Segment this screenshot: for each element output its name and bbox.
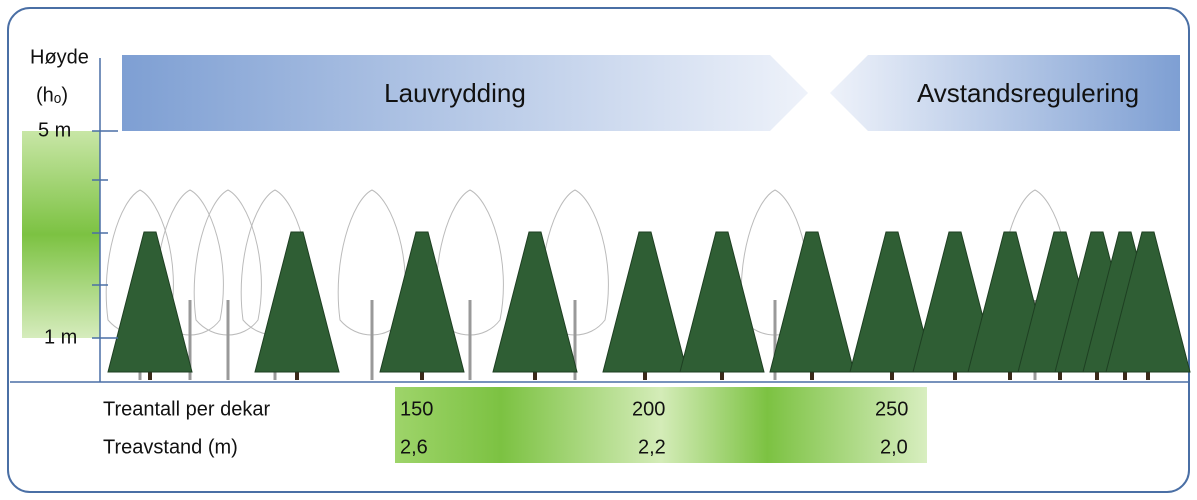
birch: [337, 189, 406, 336]
cell: 150: [400, 398, 433, 420]
spruce: [769, 231, 855, 373]
spruce: [379, 231, 465, 373]
spruce: [912, 231, 998, 373]
spruce: [254, 231, 340, 373]
cell: 200: [632, 398, 665, 420]
cell: 2,6: [400, 436, 428, 458]
tick-label: 1 m: [44, 326, 77, 348]
spruce: [492, 231, 578, 373]
phase-arrow: [122, 55, 808, 131]
cell: 250: [875, 398, 908, 420]
birch: [155, 189, 224, 336]
cell: 2,0: [880, 436, 908, 458]
birch: [435, 189, 504, 336]
axis-unit: (hₒ): [36, 84, 68, 106]
spruce: [679, 231, 765, 373]
spruce: [1105, 231, 1191, 373]
table-band: [395, 387, 927, 463]
cell: 2,2: [638, 436, 666, 458]
row-label: Treavstand (m): [103, 436, 238, 458]
birch: [540, 189, 609, 336]
phase-arrow: [830, 55, 1180, 131]
spruce: [107, 231, 193, 373]
spruce: [849, 231, 935, 373]
row-label: Treantall per dekar: [103, 398, 270, 420]
height-bar: [22, 131, 100, 338]
phase-label: Lauvrydding: [384, 78, 526, 108]
birch: [193, 189, 262, 336]
axis-label: Høyde: [30, 46, 89, 68]
trees: [105, 189, 1191, 380]
spruce: [602, 231, 688, 373]
tick-label: 5 m: [38, 119, 71, 141]
phase-label: Avstandsregulering: [917, 78, 1139, 108]
axis-ticks: [92, 130, 118, 339]
